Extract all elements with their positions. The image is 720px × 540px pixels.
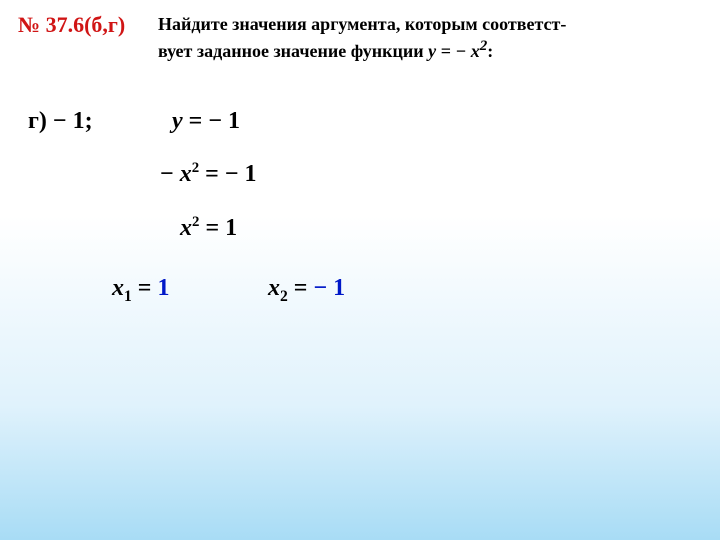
x2-sub: 2 — [280, 288, 288, 305]
instruction-line1: Найдите значения аргумента, которым соот… — [158, 14, 566, 34]
x1-sub: 1 — [124, 288, 132, 305]
part-label-row: г) − 1; — [28, 108, 93, 135]
eq-y-var: у — [172, 108, 183, 134]
eq1-eq: = — [199, 161, 225, 187]
x2-var: х — [268, 275, 280, 301]
part-label: г) — [28, 108, 47, 134]
func-x: х — [471, 41, 480, 61]
problem-instruction: Найдите значения аргумента, которым соот… — [158, 12, 700, 64]
given-value-text: − 1; — [53, 108, 93, 134]
eq2-eq: = — [199, 215, 225, 241]
eq2-var: х — [180, 215, 192, 241]
x1-eq: = — [132, 275, 158, 301]
x2-neg: − — [313, 275, 333, 301]
solution-x2: х2 = − 1 — [268, 275, 345, 306]
x1-val: 1 — [157, 275, 169, 301]
equation-step2: х2 = 1 — [180, 214, 237, 242]
eq1-rhs: − 1 — [225, 161, 257, 187]
func-eq-sign: = − — [436, 41, 471, 61]
equation-step1: − х2 = − 1 — [160, 160, 257, 188]
x2-val: 1 — [333, 275, 345, 301]
func-y: у — [428, 41, 436, 61]
equation-y: у = − 1 — [172, 108, 240, 135]
eq2-rhs: 1 — [225, 215, 237, 241]
eq1-neg: − — [160, 161, 180, 187]
eq-y-eq: = — [183, 108, 209, 134]
instruction-line2-prefix: вует заданное значение функции — [158, 41, 428, 61]
instruction-suffix: : — [487, 41, 493, 61]
problem-number: № 37.6(б,г) — [18, 12, 125, 38]
x1-var: х — [112, 275, 124, 301]
eq1-sup: 2 — [192, 160, 199, 176]
x2-eq: = — [288, 275, 314, 301]
eq1-var: х — [180, 161, 192, 187]
solution-x1: х1 = 1 — [112, 275, 169, 306]
eq-y-rhs: − 1 — [208, 108, 240, 134]
